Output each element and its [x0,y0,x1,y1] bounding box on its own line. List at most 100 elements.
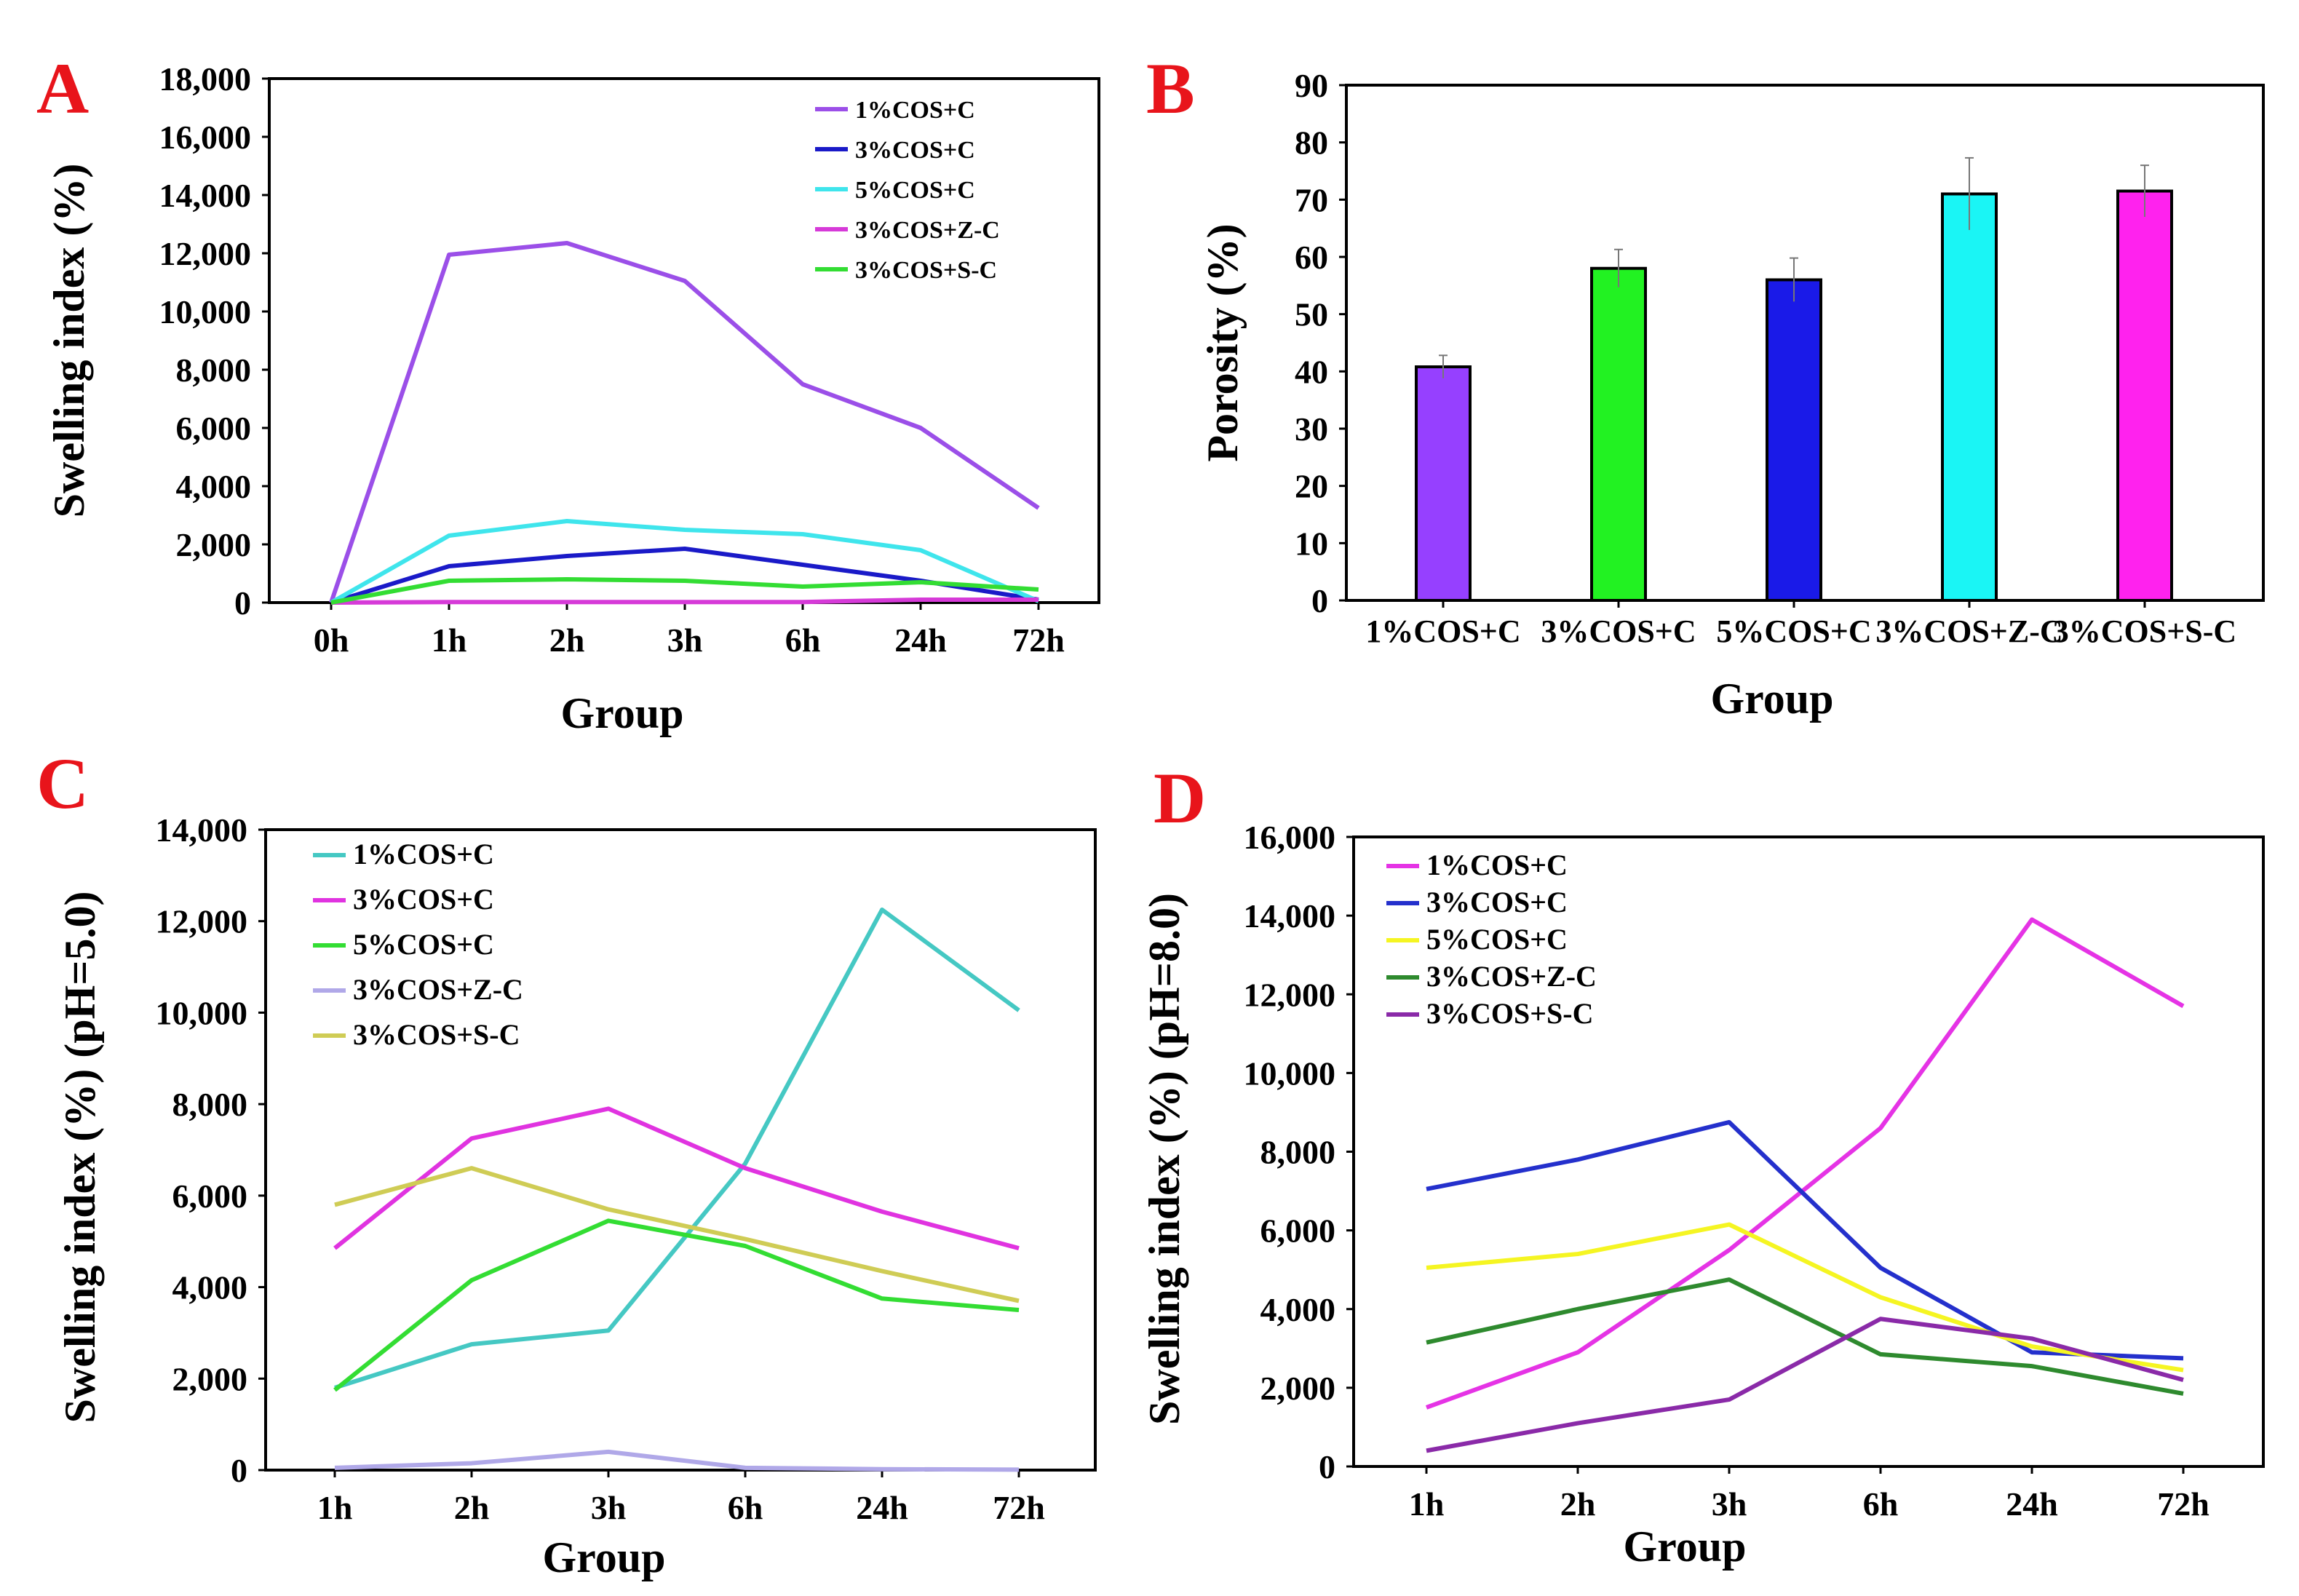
bar [2116,189,2173,602]
y-tick-label: 12,000 [1244,976,1336,1013]
legend-entry: 3%COS+Z-C [855,217,1000,244]
series-line [1426,1222,2184,1373]
series-line [329,241,1040,603]
x-tick-label: 24h [894,622,947,659]
panel-label: A [36,48,89,129]
panel-label: C [36,743,89,824]
y-tick-label: 4,000 [1260,1291,1336,1328]
y-tick-label: 12,000 [156,903,248,940]
x-tick-label: 1h [317,1489,353,1526]
legend-entry: 3%COS+S-C [1426,997,1594,1030]
legend-entry: 1%COS+C [1426,849,1568,881]
panel-a: A 0 2,000 4,000 6,000 8,000 10,000 12,000 14,000… [36,48,1100,737]
legend-entry: 5%COS+C [1426,923,1568,956]
x-tick-label: 1h [1409,1485,1445,1522]
y-tick-label: 16,000 [159,119,252,156]
x-tick-label: 6h [1863,1485,1899,1522]
y-tick-label: 2,000 [1260,1370,1336,1407]
x-tick-label: 24h [856,1489,908,1526]
x-axis-title: Group [561,689,684,737]
x-tick-label: 3h [667,622,703,659]
legend-entry: 3%COS+C [353,883,494,916]
x-tick-label: 3h [591,1489,627,1526]
y-tick-label: 0 [231,1452,247,1489]
y-tick-label: 14,000 [159,177,252,214]
series-line [1426,1277,2184,1396]
plot-frame [264,828,1097,1472]
bar [1590,266,1647,602]
bar [1941,192,1998,602]
y-tick-label: 6,000 [172,1178,248,1215]
y-tick-label: 10,000 [156,994,248,1031]
series-line [1426,1317,2184,1453]
x-tick-label: 72h [1012,622,1065,659]
series-line [330,519,1040,605]
x-axis-title: Group [543,1533,666,1581]
legend-entry: 3%COS+S-C [855,257,997,284]
y-tick-label: 8,000 [172,1086,248,1123]
y-tick-label: 70 [1295,181,1328,218]
y-tick-label: 2,000 [172,1360,248,1397]
x-tick-label: 1%COS+C [1365,614,1520,649]
series-line [1425,917,2185,1410]
panel-d: D 0 2,000 4,000 6,000 8,000 10,000 12,000 14,000… [1140,758,2265,1571]
y-tick-label: 16,000 [1244,819,1336,856]
y-tick-label: 0 [234,584,251,622]
legend-entry: 3%COS+S-C [353,1018,520,1051]
x-tick-label: 24h [2006,1485,2058,1522]
y-axis-title: Swelling index (%) [45,164,93,518]
y-tick-label: 10,000 [1244,1055,1336,1092]
legend-entry: 5%COS+C [855,177,975,204]
y-tick-label: 10 [1295,525,1328,562]
y-tick-label: 14,000 [1244,897,1336,934]
series-line [334,1166,1020,1303]
series-line [330,577,1039,605]
x-tick-label: 3%COS+S-C [2053,614,2236,649]
legend-entry: 3%COS+Z-C [1426,960,1597,993]
legend: 1%COS+C 3%COS+C 5%COS+C 3%COS+Z-C 3%COS+S-C [1386,849,1597,1030]
y-tick-label: 0 [1319,1448,1335,1485]
bar [1766,278,1822,602]
series-line [334,908,1020,1390]
y-tick-label: 20 [1295,468,1328,505]
x-tick-label: 72h [993,1489,1045,1526]
plot-frame [1352,835,2265,1468]
x-tick-label: 5%COS+C [1716,614,1871,649]
legend: 1%COS+C 3%COS+C 5%COS+C 3%COS+Z-C 3%COS+S-C [815,97,1000,284]
legend-entry: 5%COS+C [353,928,494,961]
series-line [333,1106,1020,1251]
y-tick-label: 6,000 [1260,1212,1336,1250]
panel-c: C 0 2,000 4,000 6,000 8,000 10,000 12,000 14,000… [36,743,1097,1581]
x-tick-label: 3%COS+Z-C [1875,614,2062,649]
y-tick-label: 4,000 [172,1269,248,1306]
x-tick-label: 1h [432,622,467,659]
y-tick-label: 90 [1295,67,1328,104]
y-tick-label: 18,000 [159,60,252,98]
legend-entry: 3%COS+C [855,137,975,164]
series-line [333,1218,1020,1392]
series-line [334,1449,1020,1472]
y-tick-label: 8,000 [176,352,252,389]
y-axis-title: Porosity (%) [1199,223,1247,461]
panel-b: B 0 10 20 30 40 50 60 70 80 90 1%COS+C 3%COS+C 5%COS+… [1146,48,2265,723]
y-tick-label: 12,000 [159,235,252,272]
legend: 1%COS+C 3%COS+C 5%COS+C 3%COS+Z-C 3%COS+S-C [313,838,523,1051]
panel-label: D [1154,758,1206,838]
series-line [330,597,1039,605]
legend-entry: 1%COS+C [353,838,494,870]
legend-entry: 3%COS+C [1426,886,1568,918]
x-tick-label: 3h [1712,1485,1747,1522]
bar [1415,365,1472,602]
y-axis-title: Swelling index (%) (pH=5.0) [56,892,104,1424]
y-tick-label: 10,000 [159,293,252,330]
x-tick-label: 3%COS+C [1541,614,1696,649]
panel-label: B [1146,48,1195,129]
x-tick-label: 6h [785,622,821,659]
legend-entry: 3%COS+Z-C [353,973,523,1006]
y-tick-label: 2,000 [176,526,252,563]
y-tick-label: 4,000 [176,468,252,505]
y-tick-label: 30 [1295,410,1328,448]
y-tick-label: 6,000 [176,410,252,447]
legend-entry: 1%COS+C [855,97,975,124]
